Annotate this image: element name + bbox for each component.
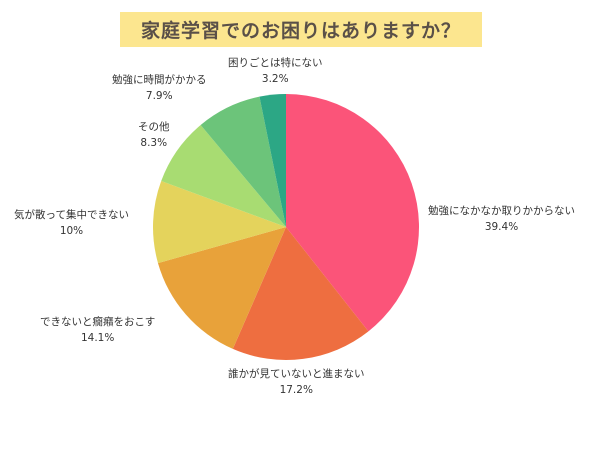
slice-label-name: 気が散って集中できない	[14, 209, 129, 221]
chart-title: 家庭学習でのお困りはありますか？	[140, 20, 461, 42]
pie-slice-5	[200, 96, 286, 227]
slice-label-name: 誰かが見ていないと進まない	[228, 368, 365, 380]
pie-slice-2	[157, 227, 286, 349]
slice-label-name: 勉強になかなか取りかからない	[428, 205, 575, 217]
slice-label-name: 困りごとは特にない	[228, 57, 323, 69]
slice-label-pct: 17.2%	[279, 384, 313, 396]
pie-slice-3	[153, 181, 286, 264]
slice-label-1: 誰かが見ていないと進まない 17.2%	[228, 366, 365, 398]
slice-label-5: 勉強に時間がかかる 7.9%	[112, 72, 207, 104]
slice-label-pct: 39.4%	[484, 221, 519, 233]
slice-label-pct: 3.2%	[261, 73, 289, 85]
slice-label-pct: 7.9%	[145, 90, 173, 102]
slice-label-pct: 14.1%	[80, 332, 115, 344]
slice-label-4: その他 8.3%	[138, 119, 170, 151]
slice-label-0: 勉強になかなか取りかからない 39.4%	[428, 203, 575, 235]
chart-title-banner: 家庭学習でのお困りはありますか？	[120, 12, 482, 47]
slice-label-6: 困りごとは特にない 3.2%	[228, 55, 323, 87]
slice-label-pct: 8.3%	[140, 137, 168, 149]
pie-slice-1	[232, 227, 369, 361]
pie-slice-4	[161, 124, 286, 227]
slice-label-name: 勉強に時間がかかる	[112, 74, 207, 86]
slice-label-pct: 10%	[59, 225, 84, 237]
pie-slices	[153, 94, 419, 361]
slice-label-2: できないと癇癪をおこす 14.1%	[40, 314, 155, 346]
slice-label-3: 気が散って集中できない 10%	[14, 207, 129, 239]
slice-label-name: その他	[138, 121, 170, 133]
pie-slice-6	[259, 94, 286, 227]
pie-slice-0	[286, 94, 419, 332]
slice-label-name: できないと癇癪をおこす	[40, 316, 156, 328]
